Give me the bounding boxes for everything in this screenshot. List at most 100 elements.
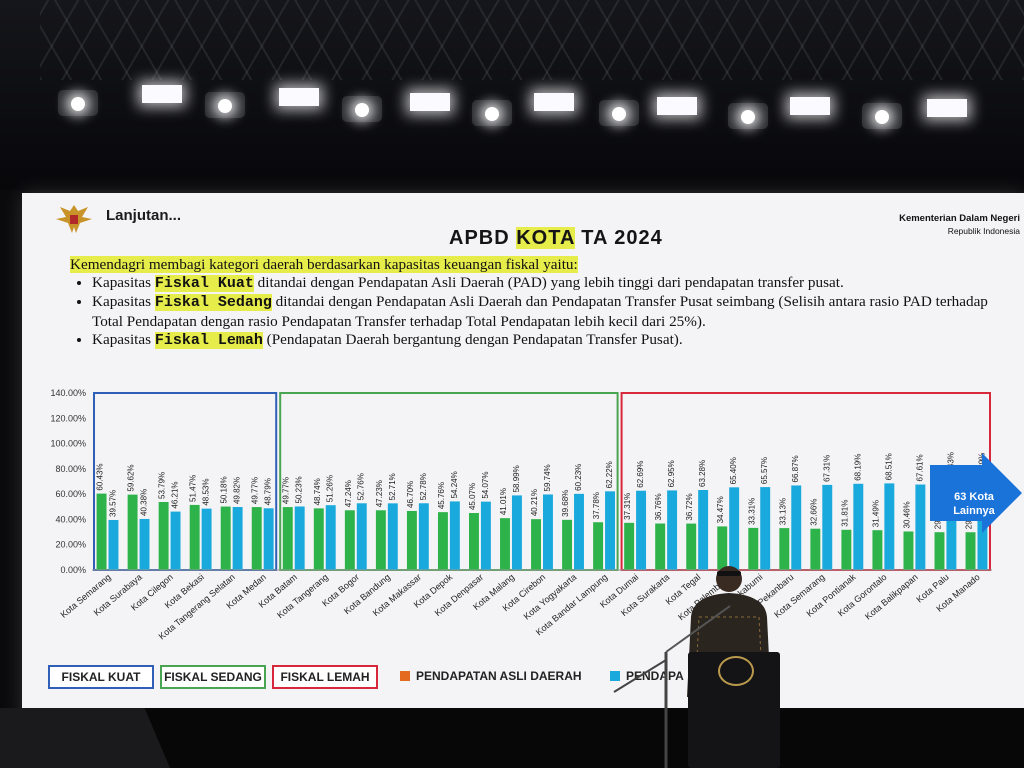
pad-value-label: 46.70% [406,481,415,508]
y-tick-label: 120.00% [50,413,86,423]
pad-bar [500,518,510,570]
criteria-label: Fiskal Kuat [154,275,254,293]
transfer-bar [108,519,119,570]
transfer-bar [325,505,336,570]
transfer-bar [480,501,491,570]
pad-bar [220,506,231,570]
transfer-value-label: 67.61% [915,454,924,481]
led-bar-light [927,99,967,117]
pad-value-label: 36.76% [654,493,663,520]
transfer-value-label: 40.38% [140,489,149,516]
slide-body: Kemendagri membagi kategori daerah berda… [70,256,1000,350]
pad-bar [375,510,386,570]
transfer-bar [418,503,429,570]
projection-screen: Lanjutan... Kementerian Dalam Negeri Rep… [22,193,1024,725]
group-frame [93,392,278,571]
transfer-bar [791,485,802,570]
transfer-bar [667,490,678,570]
transfer-value-label: 48.79% [264,478,273,505]
transfer-value-label: 49.82% [233,477,242,504]
pad-bar [127,494,138,570]
criteria-text: (Pendapatan Daerah bergantung dengan Pen… [262,330,683,348]
pad-bar [251,507,262,570]
title-suffix: TA 2024 [581,227,663,249]
pad-value-label: 45.76% [437,482,446,509]
transfer-value-label: 62.69% [636,461,645,488]
stage-monitor [0,708,170,768]
pad-bar [313,508,324,570]
legend-fiskal-lemah: FISKAL LEMAH [272,665,378,689]
slide-title: APBD KOTA TA 2024 [449,227,663,250]
stage-light [862,103,902,129]
podium [688,652,780,768]
transfer-bar [605,491,615,570]
legend-pad: PENDAPATAN ASLI DAERAH [400,669,582,683]
led-bar-light [534,93,574,111]
pad-bar [717,526,728,570]
transfer-value-label: 62.95% [667,460,676,487]
legend-transfer-label: PENDAPA [626,669,684,683]
pad-bar [469,513,479,570]
transfer-swatch [610,671,620,681]
pad-value-label: 30.46% [902,501,911,528]
pad-bar [872,530,883,570]
ministry-name: Kementerian Dalam Negeri Republik Indone… [899,213,1020,237]
criteria-item: Kapasitas Fiskal Sedang ditandai dengan … [92,293,1000,330]
pad-value-label: 32.66% [809,499,818,526]
transfer-bar [698,489,709,570]
pad-value-label: 31.49% [871,500,880,527]
pad-value-label: 53.79% [158,472,167,499]
transfer-value-label: 39.57% [108,490,117,517]
pad-bar [965,532,976,570]
transfer-value-label: 54.24% [450,471,459,498]
criteria-text: ditandai dengan Pendapatan Asli Daerah (… [253,274,844,292]
pad-value-label: 47.24% [344,480,353,507]
led-bar-light [279,88,319,106]
pad-value-label: 37.31% [623,493,632,520]
criteria-item: Kapasitas Fiskal Kuat ditandai dengan Pe… [92,274,1000,293]
transfer-value-label: 67.31% [822,455,831,482]
y-tick-label: 140.00% [50,388,86,398]
criteria-prefix: Kapasitas [92,274,155,292]
header-continued: Lanjutan... [106,207,181,224]
transfer-value-label: 52.78% [419,473,428,500]
legend-fiskal-sedang: FISKAL SEDANG [160,665,266,689]
transfer-value-label: 52.76% [357,473,366,500]
stage-light [58,90,98,116]
pad-value-label: 39.68% [561,490,570,517]
pad-bar [96,493,107,570]
microphone-stand-icon [613,605,731,768]
pad-swatch [400,671,410,681]
transfer-bar [356,503,367,570]
transfer-bar [946,482,957,570]
pad-bar [282,507,293,570]
transfer-bar [884,483,895,570]
transfer-bar [543,494,553,570]
pad-bar [437,512,448,570]
y-tick-label: 100.00% [50,439,86,449]
pad-value-label: 49.77% [282,477,291,504]
pad-value-label: 60.43% [96,463,105,490]
transfer-value-label: 51.26% [326,475,335,502]
stage-light [599,100,639,126]
stage-light [472,100,512,126]
transfer-value-label: 66.87% [791,455,800,482]
stage-light [342,96,382,122]
pad-value-label: 45.07% [468,483,477,510]
criteria-list: Kapasitas Fiskal Kuat ditandai dengan Pe… [70,274,1000,350]
transfer-bar [139,518,150,570]
transfer-bar [822,484,833,570]
pad-bar [531,519,541,570]
pad-bar [810,528,821,570]
transfer-value-label: 54.07% [481,471,490,498]
more-cities-label: 63 Kota Lainnya [953,491,995,517]
category-label: Kota Yogyakarta [522,572,579,622]
y-tick-label: 40.00% [55,514,86,524]
pad-value-label: 50.18% [220,476,229,503]
legend-transfer: PENDAPA [610,669,684,683]
criteria-prefix: Kapasitas [92,293,155,311]
y-tick-label: 80.00% [55,464,86,474]
criteria-item: Kapasitas Fiskal Lemah (Pendapatan Daera… [92,331,1000,350]
pad-value-label: 47.23% [375,480,384,507]
garuda-emblem-icon [56,205,92,233]
